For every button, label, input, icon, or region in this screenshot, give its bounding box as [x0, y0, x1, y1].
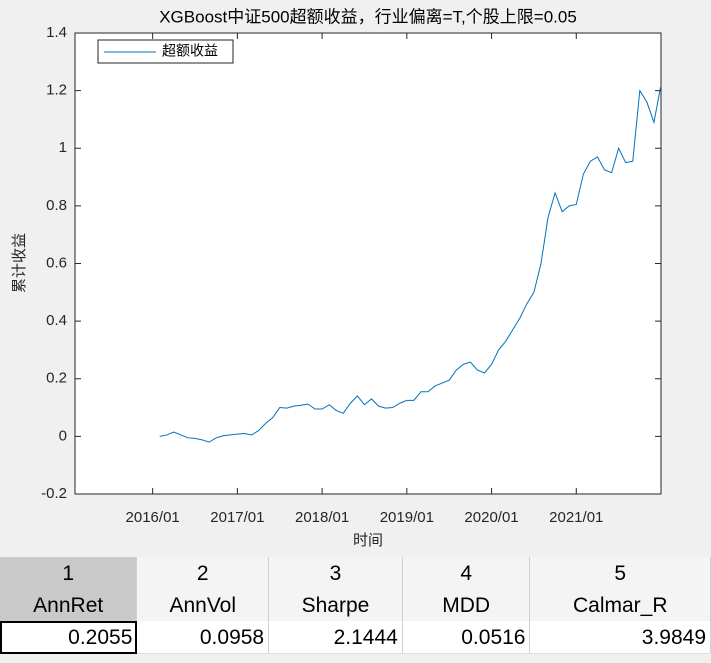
y-tick-label: 0.4: [46, 312, 67, 329]
x-tick-label: 2018/01: [295, 509, 349, 526]
table-cell[interactable]: 0.0516: [402, 621, 531, 654]
y-tick-label: 1.2: [46, 82, 67, 99]
column-header: Calmar_R: [529, 589, 711, 621]
column-header: Sharpe: [268, 589, 403, 621]
y-axis-label: 累计收益: [11, 233, 28, 293]
table-cell[interactable]: 0.0958: [136, 621, 270, 654]
table-cell[interactable]: 2.1444: [268, 621, 403, 654]
y-tick-label: 1: [59, 139, 67, 156]
y-tick-label: -0.2: [41, 485, 67, 502]
chart-title: XGBoost中证500超额收益，行业偏离=T,个股上限=0.05: [159, 7, 577, 26]
y-tick-label: 0.8: [46, 197, 67, 214]
column-header: AnnVol: [136, 589, 270, 621]
y-tick-label: 0.2: [46, 370, 67, 387]
x-axis-label: 时间: [353, 532, 383, 549]
figure: XGBoost中证500超额收益，行业偏离=T,个股上限=0.05 时间 累计收…: [11, 7, 662, 549]
table-row: 0.2055 0.0958 2.1444 0.0516 3.9849: [0, 621, 711, 654]
y-tick-label: 1.4: [46, 24, 67, 41]
table-cell[interactable]: 0.2055: [0, 621, 138, 654]
x-tick-label: 2020/01: [464, 509, 518, 526]
x-tick-label: 2017/01: [210, 509, 264, 526]
column-index: 1: [0, 557, 138, 589]
column-index: 2: [136, 557, 270, 589]
x-tick-label: 2016/01: [126, 509, 180, 526]
column-index: 3: [268, 557, 403, 589]
y-tick-label: 0.6: [46, 254, 67, 271]
column-index: 5: [529, 557, 711, 589]
table-row: AnnRet AnnVol Sharpe MDD Calmar_R: [0, 589, 711, 621]
legend-box: [97, 39, 234, 64]
y-tick-label: 0: [59, 427, 67, 444]
data-line: [159, 84, 662, 443]
legend-label: 超额收益: [162, 43, 218, 59]
x-tick-label: 2021/01: [549, 509, 603, 526]
column-index: 4: [402, 557, 531, 589]
column-header: MDD: [402, 589, 531, 621]
table-cell[interactable]: 3.9849: [529, 621, 711, 654]
x-tick-label: 2019/01: [380, 509, 434, 526]
stats-table: 1 2 3 4 5 AnnRet AnnVol Sharpe MDD Calmar_R 0.2055…: [0, 557, 711, 654]
column-header: AnnRet: [0, 589, 138, 621]
axes-box: [74, 32, 662, 495]
